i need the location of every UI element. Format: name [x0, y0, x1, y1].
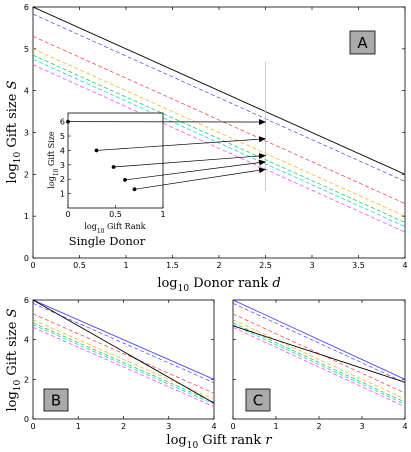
- panel-b-label-box: [43, 388, 69, 412]
- panel-c-xtick-label: 0: [230, 422, 235, 431]
- panel-c-label-box: [245, 388, 271, 412]
- inset-ytick-label: 5: [60, 132, 65, 141]
- panel-a-series-line-6: [33, 64, 405, 233]
- panel-a-xtick-label: 3: [309, 261, 314, 270]
- inset-ytick-label: 6: [60, 118, 65, 127]
- panel-bc-xlabel-text: log10 Gift rank r: [166, 433, 272, 451]
- inset-ytick-label: 4: [60, 146, 65, 155]
- inset-xlabel-text: log10 Gift Rank: [84, 222, 145, 235]
- panel-b-series-line-6: [33, 327, 214, 408]
- panel-a-ytick-label: 5: [24, 45, 29, 54]
- inset-caption: Single Donor: [69, 234, 146, 248]
- panel-c-label-text: C: [253, 392, 263, 410]
- panel-a-label-text: A: [357, 34, 368, 52]
- panel-a-xtick-label: 3.5: [352, 261, 365, 270]
- panel-a-series-line-4: [33, 54, 405, 223]
- panel-a-ytick-label: 0: [24, 254, 29, 263]
- panel-b-ylabel-text: log10 Gift size S: [5, 308, 23, 411]
- panel-b-label-text: B: [51, 392, 61, 410]
- panel-c-xtick-label: 2: [316, 422, 321, 431]
- panel-c-series-line-1: [233, 303, 405, 384]
- inset-xtick-label: 1: [160, 210, 165, 219]
- panel-a-xlabel: log10 Donor rank d: [157, 276, 280, 294]
- panel-c-series-line-3: [233, 319, 405, 400]
- panel-b-series-line-1: [33, 303, 214, 384]
- panel-b-ytick-label: 0: [24, 415, 29, 424]
- panel-c-series-line-4: [233, 322, 405, 403]
- inset-arrow-3: [124, 159, 266, 181]
- panel-a-series-line-3: [33, 48, 405, 217]
- panel-b-series-line-4: [33, 322, 214, 403]
- panel-b-series-line-7: [33, 300, 214, 404]
- inset-arrow-4: [134, 167, 266, 190]
- panel-a-xtick-label: 1: [123, 261, 128, 270]
- inset-point-2: [111, 165, 116, 169]
- panel-b-xtick-label: 2: [121, 422, 126, 431]
- inset-xtick-label: 0.5: [109, 210, 122, 219]
- panel-c-series-line-2: [233, 313, 405, 394]
- panel-b-ytick-label: 4: [24, 336, 29, 345]
- panel-c-xtick-label: 4: [402, 422, 407, 431]
- panel-c-series-line-0: [233, 300, 405, 380]
- panel-a-xtick-label: 4: [402, 261, 407, 270]
- panel-a-label-box: [349, 30, 376, 55]
- panel-a-series-line-1: [33, 13, 405, 182]
- panel-bc-xlabel: log10 Gift rank r: [166, 433, 272, 451]
- panel-c-xtick-label: 1: [273, 422, 278, 431]
- panel-a-series-line-2: [33, 35, 405, 204]
- panel-a-series-line-5: [33, 58, 405, 227]
- panel-c-series-line-5: [233, 324, 405, 405]
- panel-b-series-line-5: [33, 324, 214, 405]
- inset-ylabel-text: log10 Gift Size: [47, 131, 60, 189]
- panel-b-ytick-label: 6: [24, 296, 29, 305]
- panel-b-series-line-2: [33, 313, 214, 394]
- panel-c-xtick-label: 3: [359, 422, 364, 431]
- panel-b-ytick-label: 2: [24, 375, 29, 384]
- inset-arrow-1: [96, 136, 266, 151]
- panel-a-xlabel-text: log10 Donor rank d: [157, 276, 280, 294]
- panel-a-xtick-label: 0: [30, 261, 35, 270]
- panel-a-ytick-label: 1: [24, 212, 29, 221]
- inset-ylabel: log10 Gift Size: [47, 131, 60, 189]
- panel-b-xtick-label: 3: [166, 422, 171, 431]
- inset-xlabel: log10 Gift Rank: [84, 222, 145, 235]
- panel-a-xtick-label: 2: [216, 261, 221, 270]
- panel-a-ytick-label: 3: [24, 129, 29, 138]
- panel-c-series-line-6: [233, 327, 405, 408]
- panel-a-xtick-label: 1.5: [166, 261, 179, 270]
- panel-c-series-line-7: [233, 325, 405, 383]
- inset-ytick-label: 3: [60, 161, 65, 170]
- inset-ytick-label: 1: [60, 190, 65, 199]
- inset-frame: [67, 112, 164, 209]
- inset-point-3: [123, 178, 127, 182]
- panel-a-series-line-0: [33, 7, 405, 175]
- inset-point-0: [66, 119, 70, 124]
- inset-point-4: [132, 187, 137, 192]
- panel-a-xtick-label: 2.5: [259, 261, 272, 270]
- inset-ytick-label: 2: [60, 175, 65, 184]
- panel-a-ylabel: log10 Gift size S: [5, 80, 23, 183]
- panel-b-ylabel: log10 Gift size S: [5, 308, 23, 411]
- panel-a-xtick-label: 0.5: [73, 261, 86, 270]
- inset-point-1: [94, 148, 99, 153]
- inset-xtick-label: 0: [65, 210, 70, 219]
- panel-b-series-line-0: [33, 300, 214, 380]
- panel-b-xtick-label: 1: [76, 422, 81, 431]
- inset-arrow-2: [113, 153, 266, 168]
- panel-a-ytick-label: 6: [24, 3, 29, 12]
- panel-a-ytick-label: 4: [24, 87, 29, 96]
- panel-b-xtick-label: 0: [30, 422, 35, 431]
- panel-b-xtick-label: 4: [211, 422, 216, 431]
- panel-a-ylabel-text: log10 Gift size S: [5, 80, 23, 183]
- panel-a-ytick-label: 2: [24, 170, 29, 179]
